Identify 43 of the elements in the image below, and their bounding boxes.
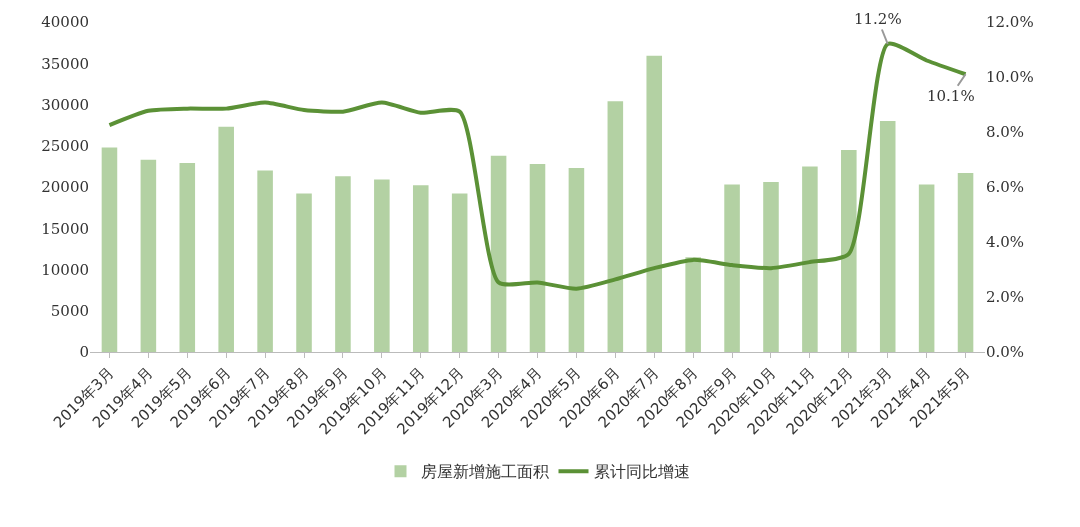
y2-tick-label: 2.0% xyxy=(986,288,1025,307)
bar xyxy=(529,163,546,352)
bar xyxy=(763,182,779,352)
y-tick-label: 30000 xyxy=(41,95,89,114)
legend-label: 累计同比增速 xyxy=(593,462,690,482)
bar xyxy=(140,159,157,352)
bar xyxy=(101,147,118,352)
bar xyxy=(335,176,351,352)
bar xyxy=(296,193,312,352)
y-tick-label: 20000 xyxy=(41,178,89,197)
bar xyxy=(451,193,468,352)
y2-tick-label: 0.0% xyxy=(986,343,1025,362)
bar xyxy=(802,166,818,352)
data-label: 10.1% xyxy=(927,87,975,105)
y2-tick-label: 12.0% xyxy=(986,13,1034,32)
bar xyxy=(607,101,624,352)
y-tick-label: 10000 xyxy=(41,260,89,279)
bar xyxy=(841,149,857,352)
y-tick-label: 15000 xyxy=(41,219,89,238)
bar xyxy=(374,179,390,352)
y-tick-label: 35000 xyxy=(41,54,89,73)
y2-tick-label: 8.0% xyxy=(986,123,1025,142)
bar xyxy=(646,55,663,352)
bar xyxy=(957,172,974,352)
bar xyxy=(179,163,196,352)
bar xyxy=(257,170,273,352)
bar xyxy=(918,184,935,352)
bar xyxy=(685,257,701,352)
bar xyxy=(568,168,585,352)
y2-tick-label: 10.0% xyxy=(986,68,1034,87)
y-tick-label: 25000 xyxy=(41,137,89,155)
bar xyxy=(218,126,234,352)
y-tick-label: 5000 xyxy=(50,302,89,320)
data-label: 11.2% xyxy=(854,10,902,28)
y-tick-label: 0 xyxy=(79,343,89,362)
bar xyxy=(412,185,429,352)
bar xyxy=(879,121,896,352)
bar xyxy=(490,155,507,352)
y2-tick-label: 6.0% xyxy=(986,178,1025,197)
bar xyxy=(724,184,740,352)
legend-label: 房屋新增施工面积 xyxy=(420,462,549,482)
y-tick-label: 40000 xyxy=(41,13,89,32)
y2-tick-label: 4.0% xyxy=(986,233,1025,252)
